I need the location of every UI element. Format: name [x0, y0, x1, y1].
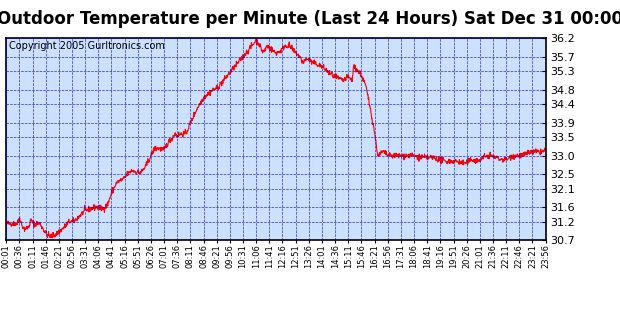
Text: Outdoor Temperature per Minute (Last 24 Hours) Sat Dec 31 00:00: Outdoor Temperature per Minute (Last 24 …	[0, 10, 620, 28]
Text: Copyright 2005 Gurltronics.com: Copyright 2005 Gurltronics.com	[9, 41, 165, 52]
